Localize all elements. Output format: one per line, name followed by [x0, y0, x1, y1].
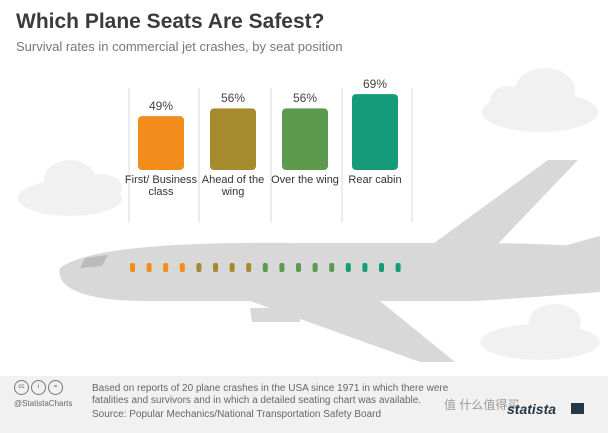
seat-window	[196, 263, 202, 272]
value-label-4: 69%	[362, 77, 388, 92]
column-dividers	[128, 88, 413, 222]
plane-body	[59, 160, 600, 362]
seat-window	[130, 263, 135, 272]
seat-window	[163, 263, 169, 272]
twitter-handle[interactable]: @StatistaCharts	[14, 399, 73, 408]
chart-title: Which Plane Seats Are Safest?	[16, 10, 325, 33]
bar-1	[138, 116, 184, 170]
bar-2	[210, 108, 256, 170]
seat-window	[345, 263, 351, 272]
seat-window	[296, 263, 301, 272]
category-label-2: Ahead of the wing	[201, 174, 265, 198]
watermark: 值 什么值得买	[444, 398, 520, 412]
seat-windows	[130, 263, 401, 272]
category-label-1: First/ Business class	[124, 174, 198, 198]
seat-window	[213, 263, 218, 272]
seat-window	[362, 263, 368, 272]
seat-window	[246, 263, 252, 272]
no-derivatives-icon: =	[48, 380, 63, 395]
seat-window	[329, 263, 335, 272]
cc-icon: cc	[14, 380, 29, 395]
category-label-3: Over the wing	[271, 174, 339, 186]
source-note: Source: Popular Mechanics/National Trans…	[92, 409, 382, 420]
footer: cc i = @StatistaCharts Based on reports …	[0, 376, 608, 433]
seat-window	[146, 263, 152, 272]
license-icons: cc i =	[14, 380, 63, 395]
seat-window	[229, 263, 235, 272]
bar-4	[352, 94, 398, 170]
seat-window	[379, 263, 384, 272]
chart-subtitle: Survival rates in commercial jet crashes…	[16, 39, 343, 54]
statista-logo-icon	[571, 403, 584, 414]
seat-window	[395, 263, 401, 272]
cloud-right	[482, 68, 598, 132]
statista-logo[interactable]: statista	[507, 401, 557, 417]
cloud-bottom	[480, 304, 600, 360]
methodology-note: Based on reports of 20 plane crashes in …	[92, 383, 449, 406]
seat-window	[262, 263, 268, 272]
cloud-left	[18, 160, 122, 216]
value-label-1: 49%	[148, 99, 174, 114]
category-label-4: Rear cabin	[348, 174, 402, 186]
seat-window	[279, 263, 285, 272]
value-label-3: 56%	[292, 91, 318, 106]
seat-window	[179, 263, 185, 272]
cockpit-window	[80, 255, 108, 268]
bar-3	[282, 108, 328, 170]
attribution-icon: i	[31, 380, 46, 395]
seat-window	[312, 263, 318, 272]
value-label-2: 56%	[220, 91, 246, 106]
